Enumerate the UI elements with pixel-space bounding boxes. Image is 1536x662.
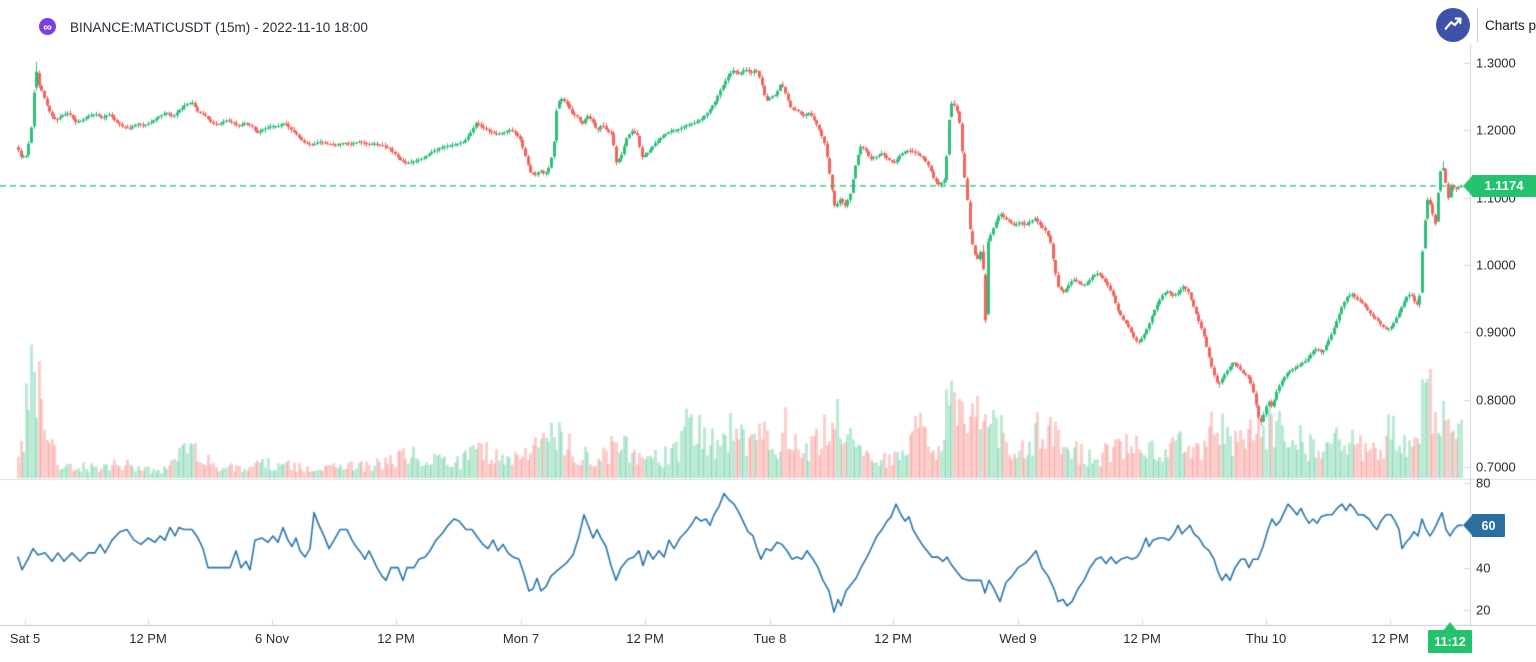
oscillator-value: 60 — [1481, 518, 1496, 533]
time-tick-label: 12 PM — [1123, 631, 1161, 646]
price-tick-label: 1.2000 — [1476, 122, 1516, 138]
time-tick-label: Mon 7 — [502, 631, 540, 646]
price-tick-label: 0.7000 — [1476, 459, 1516, 475]
last-time-value: 11:12 — [1434, 634, 1466, 649]
last-price-tag: 1.1174 — [1472, 174, 1536, 197]
last-time-tag: 11:12 — [1428, 630, 1472, 653]
oscillator-tick-label: 40 — [1476, 560, 1491, 576]
price-tick-label: 1.0000 — [1476, 257, 1516, 273]
attribution-text: Charts p — [1485, 17, 1536, 33]
attribution-divider — [1477, 8, 1478, 42]
time-tick-label: 12 PM — [377, 631, 415, 646]
time-tick-label: 12 PM — [874, 631, 912, 646]
time-tick-label: Tue 8 — [753, 631, 787, 646]
time-tick-label: 12 PM — [626, 631, 664, 646]
polygon-icon: ∞ — [39, 18, 56, 35]
time-tick-label: Sat 5 — [9, 631, 41, 646]
time-tick-label: 6 Nov — [255, 631, 289, 646]
price-tick-label: 0.9000 — [1476, 324, 1516, 340]
price-tick-label: 1.3000 — [1476, 55, 1516, 71]
time-tick-label: 12 PM — [129, 631, 167, 646]
symbol-title: BINANCE:MATICUSDT (15m) - 2022-11-10 18:… — [70, 20, 368, 35]
price-tick-label: 0.8000 — [1476, 392, 1516, 408]
oscillator-tick-label: 20 — [1476, 602, 1491, 618]
time-tick-label: Thu 10 — [1245, 631, 1287, 646]
time-tick-label: 12 PM — [1371, 631, 1409, 646]
polygon-logo-glyph: ∞ — [43, 19, 52, 34]
trending-up-icon — [1436, 8, 1470, 42]
charts-attribution[interactable]: Charts p — [1436, 6, 1536, 44]
last-price-value: 1.1174 — [1484, 178, 1524, 194]
oscillator-tick-label: 80 — [1476, 475, 1491, 491]
oscillator-value-tag: 60 — [1472, 514, 1505, 537]
time-tick-label: Wed 9 — [999, 631, 1037, 646]
